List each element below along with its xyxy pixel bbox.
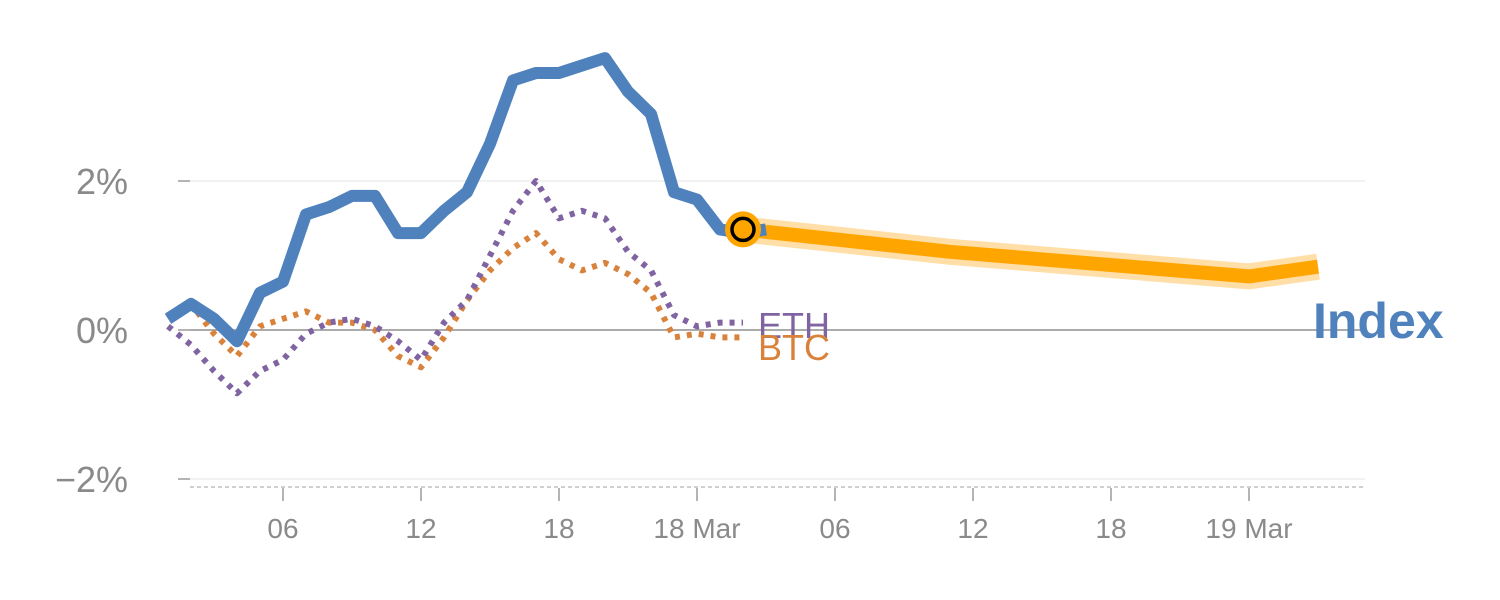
x-tick-label: 19 Mar [1205,513,1292,544]
x-tick-label: 18 Mar [653,513,740,544]
x-tick-label: 06 [819,513,850,544]
x-tick-label: 18 [1095,513,1126,544]
x-tick-label: 18 [543,513,574,544]
markers [725,211,761,248]
x-tick-label: 12 [405,513,436,544]
current-marker [730,216,756,243]
y-tick-label: 0% [76,310,128,351]
index-line [164,52,767,348]
y-tick-label: 2% [76,161,128,202]
x-tick-label: 12 [957,513,988,544]
grid [190,180,1365,480]
forecast-line [742,222,1319,284]
eth-line [166,178,743,397]
btc-line [166,230,743,371]
x-tick-label: 06 [267,513,298,544]
labels: ETH BTC Index [758,293,1444,368]
y-tick-label: −2% [55,459,128,500]
axes: 2% 0% −2% 06 12 18 18 Mar 06 12 18 19 Mar [55,161,1365,544]
index-series-label: Index [1313,293,1444,349]
btc-series-label: BTC [758,327,830,368]
eth-series-label: ETH [758,305,830,346]
series [164,52,1320,397]
